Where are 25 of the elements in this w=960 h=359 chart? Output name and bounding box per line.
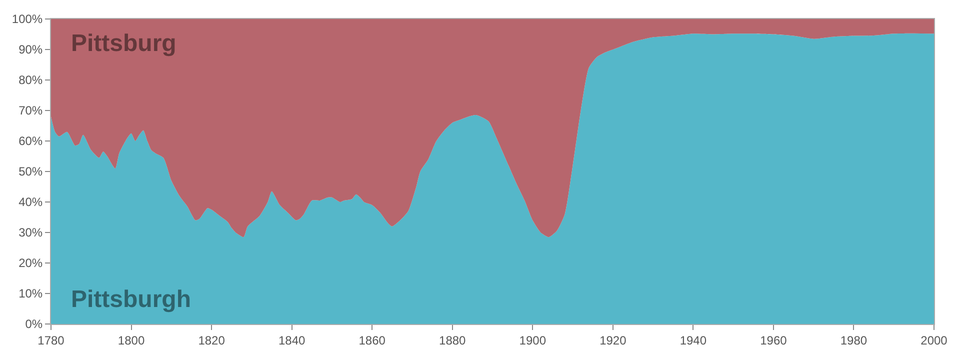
x-tick-label: 1960 <box>760 333 788 348</box>
x-tick-label: 1980 <box>840 333 868 348</box>
series-label: Pittsburgh <box>71 286 191 313</box>
x-tick-label: 1780 <box>38 333 65 348</box>
y-tick-label: 90% <box>18 42 43 57</box>
x-tick-label: 1900 <box>519 333 546 348</box>
x-tick-label: 1840 <box>278 333 306 348</box>
x-tick-label: 1800 <box>118 333 145 348</box>
y-tick-label: 70% <box>18 104 43 118</box>
series-label: Pittsburg <box>71 30 176 57</box>
y-tick-label: 20% <box>18 256 43 270</box>
y-tick-label: 10% <box>18 286 43 301</box>
y-tick-label: 80% <box>18 73 43 88</box>
x-tick-label: 1820 <box>198 333 226 348</box>
x-tick-label: 1940 <box>680 333 707 348</box>
y-tick-label: 50% <box>18 164 43 179</box>
x-tick-label: 2000 <box>920 333 948 348</box>
x-tick-label: 1880 <box>439 333 466 348</box>
x-tick-label: 1920 <box>600 333 627 348</box>
y-tick-label: 0% <box>25 317 43 332</box>
y-tick-label: 60% <box>18 134 43 148</box>
y-tick-label: 100% <box>12 12 43 26</box>
y-tick-label: 30% <box>18 226 43 240</box>
y-tick-label: 40% <box>18 195 43 210</box>
x-tick-label: 1860 <box>358 333 386 348</box>
